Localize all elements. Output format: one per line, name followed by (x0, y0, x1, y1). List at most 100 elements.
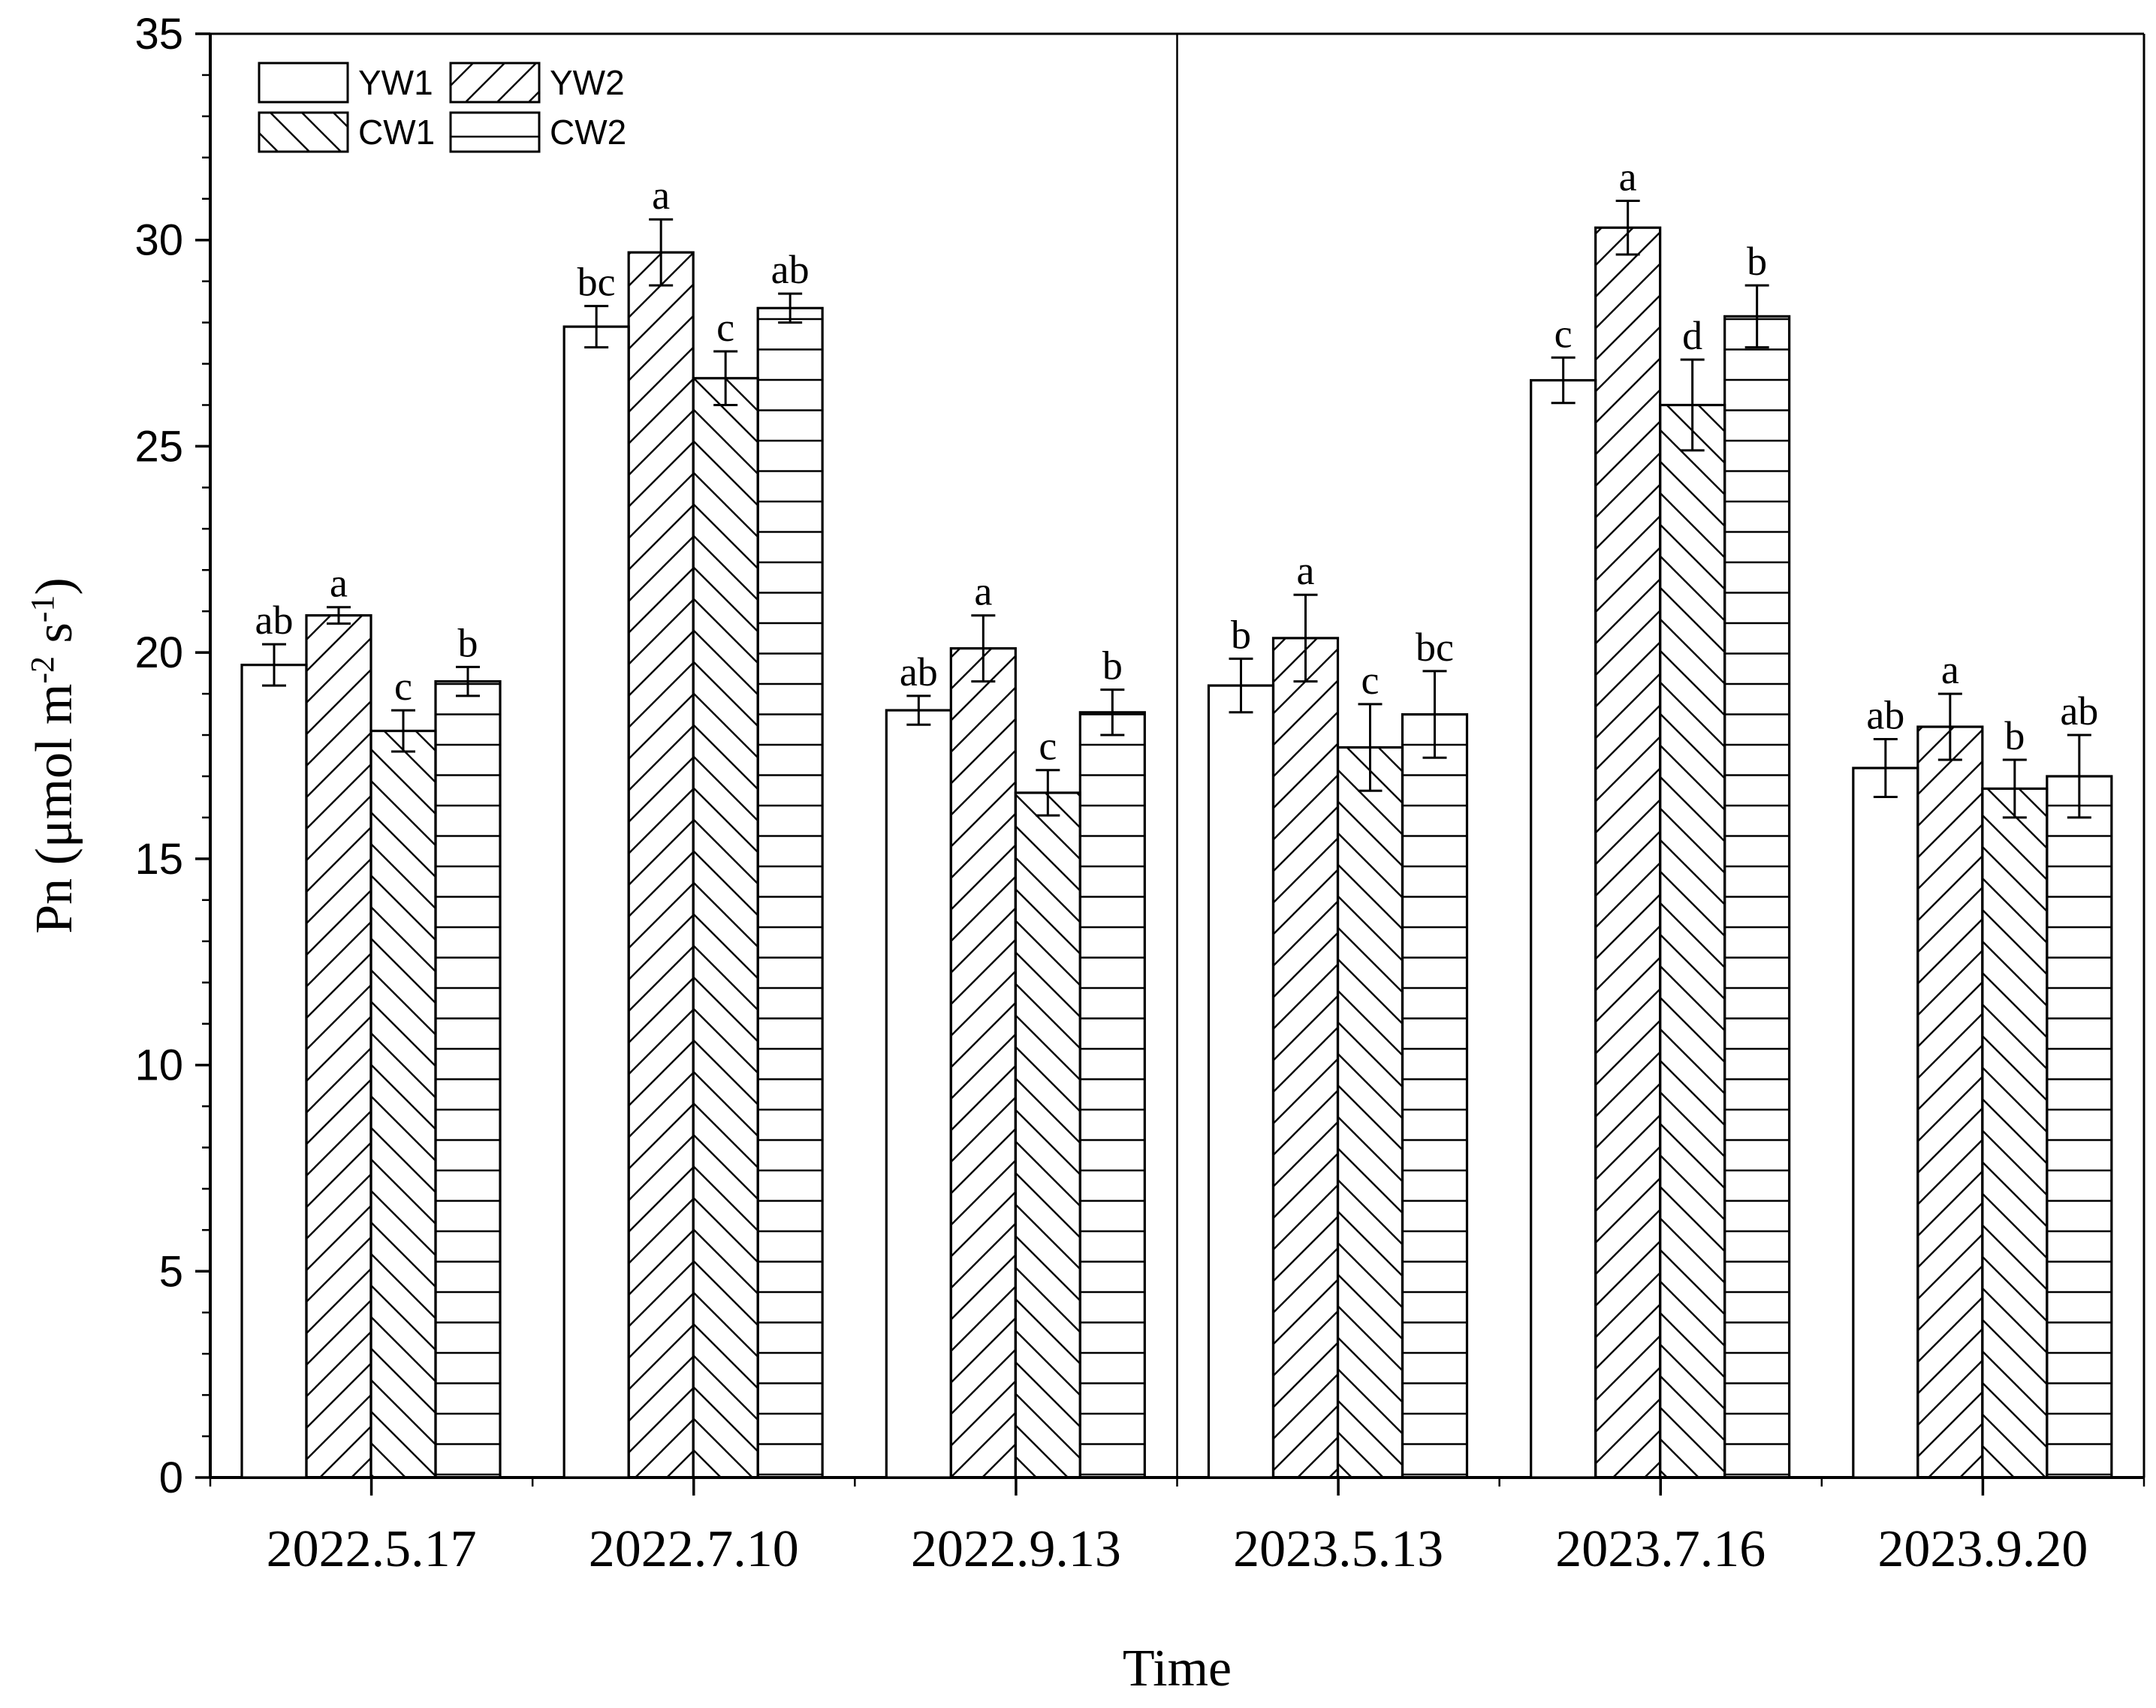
error-bar (262, 643, 286, 687)
significance-label: ab (900, 649, 938, 694)
error-bar (1873, 738, 1898, 798)
legend-swatch (449, 111, 541, 153)
y-axis-title-prefix: Pn (μmol m (26, 684, 83, 934)
error-bar (456, 665, 480, 697)
significance-label: ab (771, 247, 810, 292)
y-axis-title: Pn (μmol m-2 s-1) (24, 577, 83, 934)
error-bar (1358, 703, 1383, 792)
significance-label: ab (1866, 693, 1904, 738)
significance-label: ab (255, 598, 294, 643)
y-axis-title-mid: s (26, 622, 83, 656)
error-bar (906, 694, 931, 726)
error-bar (391, 709, 415, 753)
error-bar (713, 350, 738, 406)
x-axis-ticks: 2022.5.17 2022.7.10 2022.9.13 2023.5.13 2023… (209, 1478, 2145, 1578)
significance-label: b (1102, 643, 1123, 688)
legend-label: CW2 (550, 113, 626, 152)
legend-label: YW2 (550, 63, 625, 102)
bars-layer (240, 226, 2113, 1479)
legend-label: CW1 (358, 113, 435, 152)
error-bar (1422, 670, 1447, 759)
error-bar (2067, 734, 2091, 819)
y-axis-ticks: 0 5 10 15 20 25 30 35 (134, 10, 210, 1502)
bar (1078, 711, 1146, 1479)
y-tick-label: 5 (159, 1247, 183, 1296)
x-axis-title: Time (1123, 1640, 1232, 1697)
error-bar (327, 606, 351, 625)
bar (1723, 315, 1791, 1479)
bar (562, 325, 630, 1479)
bar (1207, 684, 1275, 1479)
error-bar (1036, 769, 1060, 817)
error-bar (1551, 356, 1576, 405)
error-bar (649, 218, 674, 287)
significance-label: b (458, 620, 478, 665)
bar (1852, 767, 1919, 1479)
y-axis-title-sup1: -2 (24, 656, 61, 684)
x-tick-label: 2022.5.17 (267, 1520, 477, 1578)
significance-label: ab (2060, 688, 2098, 734)
y-tick-label: 20 (134, 628, 183, 677)
bar (1530, 378, 1597, 1479)
bar (369, 729, 437, 1479)
x-tick-label: 2023.7.16 (1555, 1520, 1766, 1578)
error-bar (1744, 284, 1769, 349)
x-tick-label: 2022.7.10 (589, 1520, 799, 1578)
bar (885, 709, 952, 1479)
y-tick-label: 15 (134, 835, 183, 884)
bar (434, 680, 502, 1479)
y-axis-title-suffix: ) (26, 577, 83, 595)
bar (1981, 787, 2049, 1479)
legend-swatch (449, 62, 541, 104)
error-bar (1293, 593, 1318, 683)
significance-label: a (652, 173, 670, 218)
error-bar (1229, 657, 1253, 714)
significance-label: b (1231, 612, 1251, 657)
error-bar (1680, 358, 1705, 452)
y-axis-title-sup2: -1 (24, 595, 61, 623)
error-bars-layer (262, 200, 2091, 819)
bar (240, 664, 308, 1479)
significance-label: a (1297, 548, 1315, 593)
bar (2046, 775, 2113, 1479)
y-tick-label: 30 (134, 216, 183, 265)
significance-label: d (1682, 313, 1702, 358)
significance-label: c (716, 305, 734, 350)
bar (1916, 725, 1984, 1479)
error-bar (584, 305, 609, 349)
legend-swatch (258, 111, 349, 153)
significance-label: c (1039, 724, 1057, 769)
error-bar (971, 614, 996, 683)
bar (1014, 791, 1081, 1479)
significance-label: a (1619, 155, 1637, 200)
significance-label: c (1361, 658, 1380, 703)
significance-label: b (1747, 239, 1767, 284)
significance-label: b (2004, 713, 2025, 758)
y-tick-label: 0 (159, 1453, 183, 1502)
significance-label: c (1554, 311, 1573, 356)
x-tick-label: 2022.9.13 (911, 1520, 1121, 1578)
error-bar (2002, 758, 2027, 819)
bar (1594, 226, 1662, 1479)
y-tick-label: 25 (134, 422, 183, 471)
error-bar (778, 292, 803, 324)
bar (627, 251, 695, 1479)
error-bar (1937, 692, 1962, 761)
significance-label: bc (1416, 625, 1454, 670)
bar (949, 647, 1017, 1479)
significance-label: a (330, 561, 348, 606)
x-tick-label: 2023.9.20 (1877, 1520, 2088, 1578)
significance-label: a (974, 569, 992, 614)
significance-label: a (1941, 647, 1959, 692)
bar (1659, 403, 1726, 1479)
bar (1336, 746, 1404, 1479)
legend-label: YW1 (358, 63, 433, 102)
bar (756, 306, 824, 1479)
legend-swatch (258, 62, 349, 104)
bar (305, 614, 372, 1479)
error-bar (1100, 688, 1125, 737)
bar (1401, 712, 1469, 1479)
legend: YW1 YW2 CW1 CW2 (258, 62, 626, 153)
